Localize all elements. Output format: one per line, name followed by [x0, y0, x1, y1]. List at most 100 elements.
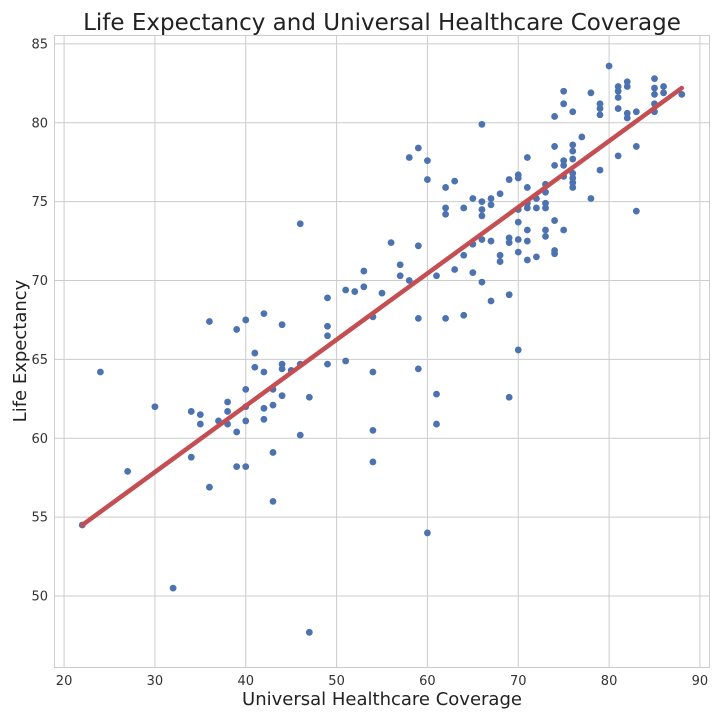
data-point [523, 204, 531, 212]
data-point [342, 357, 350, 365]
data-point [478, 120, 486, 128]
data-point [623, 109, 631, 117]
data-point [551, 113, 558, 120]
data-point [523, 256, 531, 264]
data-point [233, 428, 241, 436]
data-point [569, 108, 577, 116]
data-point [505, 234, 513, 242]
data-point [342, 286, 350, 294]
data-point [569, 184, 577, 191]
data-point [469, 195, 477, 202]
y-tick-label: 75 [31, 195, 48, 210]
y-tick-label: 80 [31, 116, 48, 131]
data-point [614, 87, 622, 95]
data-point [351, 288, 359, 295]
data-point [196, 411, 204, 418]
data-point [569, 141, 577, 149]
data-point [305, 628, 313, 636]
data-point [451, 266, 459, 273]
x-tick-label: 30 [147, 674, 164, 689]
data-point [569, 155, 577, 163]
x-axis-label: Universal Healthcare Coverage [242, 689, 522, 710]
data-point [587, 89, 595, 97]
data-point [242, 463, 250, 471]
data-point [678, 90, 686, 98]
data-point [551, 161, 558, 169]
data-point [623, 78, 631, 86]
y-tick-label: 65 [31, 353, 48, 368]
data-point [542, 199, 549, 207]
data-point [569, 147, 577, 155]
data-point [269, 449, 277, 456]
data-point [378, 289, 386, 297]
data-point [623, 83, 631, 90]
data-point [242, 316, 250, 324]
data-point [487, 237, 495, 245]
data-point [551, 250, 558, 258]
data-point [187, 453, 195, 461]
data-point [478, 198, 486, 206]
data-point [478, 278, 486, 286]
data-point [360, 267, 368, 275]
data-point [296, 220, 304, 228]
data-point [487, 297, 495, 305]
data-point [660, 89, 667, 97]
data-point [560, 161, 568, 169]
data-point [451, 177, 459, 185]
data-point [324, 322, 331, 330]
data-point [514, 218, 522, 226]
data-point [596, 105, 604, 112]
data-point [596, 166, 604, 174]
data-point [251, 349, 259, 357]
data-point [587, 195, 595, 202]
data-point [542, 226, 549, 234]
data-point [514, 248, 522, 256]
data-point [651, 84, 658, 92]
data-point [460, 311, 468, 319]
data-point [206, 318, 213, 325]
y-tick-label: 85 [31, 37, 48, 52]
data-point [242, 417, 250, 425]
data-point [614, 83, 622, 90]
trend-line [80, 85, 684, 528]
data-point [523, 237, 531, 245]
data-point [242, 385, 250, 393]
data-point [324, 294, 331, 302]
data-point [496, 190, 504, 198]
data-point [514, 174, 522, 182]
data-point [651, 75, 658, 82]
trend-line-layer [80, 85, 684, 528]
data-point [533, 253, 540, 261]
data-point [487, 201, 495, 209]
chart-title: Life Expectancy and Universal Healthcare… [83, 10, 681, 36]
data-point [360, 283, 368, 291]
data-point [424, 157, 431, 165]
data-point [551, 143, 558, 150]
data-point [269, 401, 277, 409]
data-point [187, 408, 195, 415]
data-point [396, 272, 404, 280]
data-point [369, 426, 377, 434]
data-point [278, 321, 286, 329]
x-tick-label: 60 [419, 674, 436, 689]
data-point [97, 368, 104, 376]
y-tick-label: 60 [31, 432, 48, 447]
x-tick-label: 20 [56, 674, 73, 689]
data-point [278, 365, 286, 373]
data-point [560, 100, 568, 108]
data-point [460, 204, 468, 212]
data-point [278, 360, 286, 368]
data-point [533, 204, 540, 212]
data-point [569, 179, 577, 187]
data-point [542, 232, 549, 240]
data-point [523, 154, 531, 161]
data-point [260, 415, 268, 423]
data-point [414, 144, 422, 152]
data-point [623, 114, 631, 122]
data-point [478, 236, 486, 243]
data-point [442, 314, 449, 322]
data-point [251, 363, 259, 371]
data-point [560, 157, 568, 165]
data-point [442, 210, 449, 218]
